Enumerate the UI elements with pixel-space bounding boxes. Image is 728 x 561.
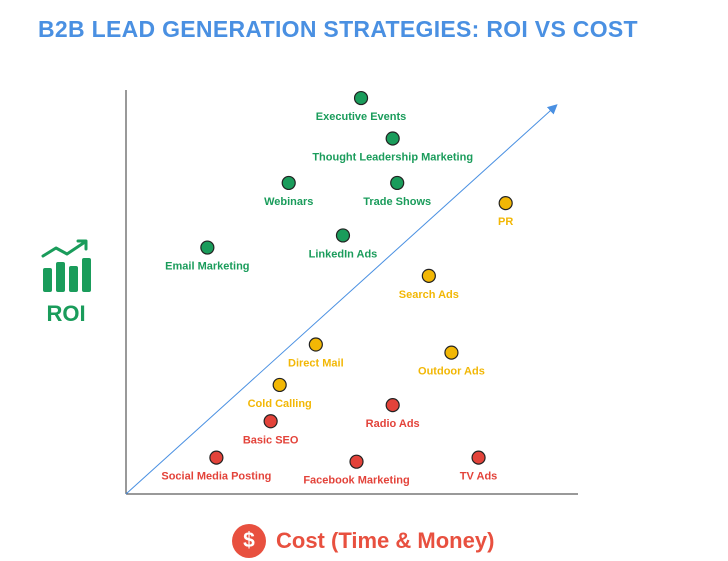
point-pr: PR (498, 196, 513, 228)
point-label: Radio Ads (366, 418, 420, 430)
point-label: LinkedIn Ads (309, 248, 378, 260)
point-marker (335, 228, 351, 243)
point-marker (385, 398, 400, 413)
point-label: Thought Leadership Marketing (312, 151, 473, 163)
point-label: Email Marketing (165, 261, 249, 273)
point-label: Basic SEO (243, 434, 299, 446)
point-label: Webinars (264, 196, 313, 208)
point-label: Facebook Marketing (303, 475, 409, 487)
point-label: Search Ads (399, 289, 459, 301)
data-points: Executive Events Thought Leadership Marke… (161, 90, 513, 487)
point-marker (281, 175, 296, 191)
point-tv-ads: TV Ads (460, 450, 498, 483)
point-direct-mail: Direct Mail (288, 337, 344, 370)
point-linkedin-ads: LinkedIn Ads (309, 228, 378, 260)
x-axis-label: Cost (Time & Money) (276, 528, 495, 553)
point-trade-shows: Trade Shows (363, 175, 431, 208)
point-marker (471, 450, 486, 465)
point-marker (498, 196, 513, 211)
y-axis-label: ROI (46, 301, 86, 326)
point-executive-events: Executive Events (316, 90, 407, 123)
point-label: Social Media Posting (161, 471, 271, 483)
point-marker (444, 345, 459, 360)
chart-title: B2B LEAD GENERATION STRATEGIES: ROI VS C… (38, 16, 638, 42)
point-label: Trade Shows (363, 196, 431, 208)
point-label: Executive Events (316, 111, 407, 123)
point-label: Cold Calling (248, 398, 312, 410)
point-marker (390, 175, 405, 191)
point-label: Direct Mail (288, 358, 344, 370)
point-search-ads: Search Ads (399, 268, 459, 301)
point-marker (308, 337, 323, 352)
x-axis-label-group: $ Cost (Time & Money) (232, 524, 494, 558)
point-marker (353, 90, 369, 106)
point-basic-seo: Basic SEO (243, 414, 299, 446)
point-webinars: Webinars (264, 175, 313, 208)
point-social-media-posting: Social Media Posting (161, 450, 271, 483)
point-cold-calling: Cold Calling (248, 377, 312, 410)
point-label: TV Ads (460, 471, 498, 483)
point-marker (209, 450, 224, 465)
point-marker (421, 268, 436, 283)
point-outdoor-ads: Outdoor Ads (418, 345, 485, 378)
point-thought-leadership-marketing: Thought Leadership Marketing (312, 131, 473, 163)
point-label: PR (498, 216, 513, 228)
point-marker (263, 414, 278, 429)
point-facebook-marketing: Facebook Marketing (303, 454, 410, 487)
point-email-marketing: Email Marketing (165, 240, 250, 273)
point-radio-ads: Radio Ads (366, 398, 420, 430)
point-marker (272, 377, 287, 393)
point-marker (385, 131, 400, 146)
trend-line (125, 104, 558, 495)
point-marker (349, 454, 364, 469)
point-marker (200, 240, 215, 255)
y-axis-label-group: ROI (36, 238, 96, 327)
growth-chart-icon (41, 239, 91, 292)
dollar-icon: $ (232, 524, 266, 558)
point-label: Outdoor Ads (418, 366, 485, 378)
